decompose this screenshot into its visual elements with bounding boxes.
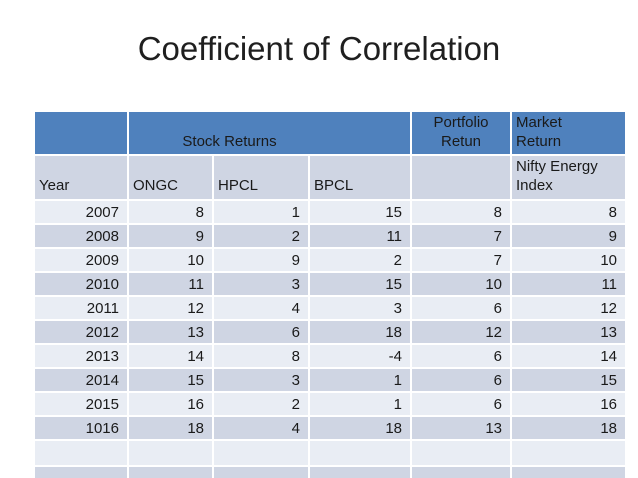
cell-ongc: 18 xyxy=(127,415,214,441)
slide-title: Coefficient of Correlation xyxy=(137,30,501,67)
table-group-header-row: Stock Returns Portfolio Retun Market Ret… xyxy=(33,110,628,156)
cell-ongc: 12 xyxy=(127,295,214,321)
cell-bpcl: 18 xyxy=(307,415,413,441)
header-portfolio-blank xyxy=(410,154,513,201)
cell-market: 12 xyxy=(510,295,628,321)
cell-portfolio: 6 xyxy=(410,391,513,417)
cell-portfolio: 8 xyxy=(410,199,513,225)
cell-market: 15 xyxy=(510,367,628,393)
table-row: 2011 12 4 3 6 12 xyxy=(33,295,628,321)
cell-ongc: 16 xyxy=(127,391,214,417)
cell-hpcl: 1 xyxy=(212,199,310,225)
cell-year: 2008 xyxy=(33,223,129,249)
cell-portfolio: 12 xyxy=(410,319,513,345)
header-hpcl: HPCL xyxy=(212,154,310,201)
cell-bpcl: 1 xyxy=(307,367,413,393)
cell-portfolio: 13 xyxy=(410,415,513,441)
cell-hpcl: 6 xyxy=(212,319,310,345)
cell-year: 1016 xyxy=(33,415,129,441)
table-row: 2012 13 6 18 12 13 xyxy=(33,319,628,345)
cell-hpcl: 2 xyxy=(212,391,310,417)
cell-portfolio: 6 xyxy=(410,367,513,393)
header-year: Year xyxy=(33,154,129,201)
cell-year: 2009 xyxy=(33,247,129,273)
header-market-return: Market Return xyxy=(510,110,628,156)
cell-ongc: 13 xyxy=(127,319,214,345)
cell-bpcl: 18 xyxy=(307,319,413,345)
cell-portfolio: 10 xyxy=(410,271,513,297)
header-stock-returns: Stock Returns xyxy=(126,110,413,156)
cell-bpcl: 11 xyxy=(307,223,413,249)
cell-market: 16 xyxy=(510,391,628,417)
cell-year: 2007 xyxy=(33,199,129,225)
cell-portfolio: 7 xyxy=(410,223,513,249)
cell-hpcl: 9 xyxy=(212,247,310,273)
table-column-header-row: Year ONGC HPCL BPCL Nifty Energy Index xyxy=(33,154,628,201)
header-nifty-energy-index: Nifty Energy Index xyxy=(510,154,628,201)
cell-year: 2011 xyxy=(33,295,129,321)
cell-market: 8 xyxy=(510,199,628,225)
cell-hpcl: 4 xyxy=(212,415,310,441)
cell-hpcl: 4 xyxy=(212,295,310,321)
cell-market: 10 xyxy=(510,247,628,273)
correlation-table: Stock Returns Portfolio Retun Market Ret… xyxy=(33,110,628,478)
cell-ongc: 15 xyxy=(127,367,214,393)
cell-bpcl: 15 xyxy=(307,271,413,297)
cell-hpcl: 3 xyxy=(212,367,310,393)
cell-portfolio: 7 xyxy=(410,247,513,273)
table-row: 2008 9 2 11 7 9 xyxy=(33,223,628,249)
table-row: 2014 15 3 1 6 15 xyxy=(33,367,628,393)
header-bpcl: BPCL xyxy=(307,154,413,201)
table-row: 2013 14 8 -4 6 14 xyxy=(33,343,628,369)
cell-bpcl: 1 xyxy=(307,391,413,417)
cell-market: 13 xyxy=(510,319,628,345)
cell-portfolio: 6 xyxy=(410,343,513,369)
cell-hpcl: 3 xyxy=(212,271,310,297)
cell-market: 18 xyxy=(510,415,628,441)
cell-year: 2013 xyxy=(33,343,129,369)
cell-bpcl: 2 xyxy=(307,247,413,273)
cell-year: 2012 xyxy=(33,319,129,345)
cell-hpcl: 8 xyxy=(212,343,310,369)
table-row: 1016 18 4 18 13 18 xyxy=(33,415,628,441)
cell-hpcl: 2 xyxy=(212,223,310,249)
cell-bpcl: -4 xyxy=(307,343,413,369)
table-row: 2010 11 3 15 10 11 xyxy=(33,271,628,297)
cell-ongc: 9 xyxy=(127,223,214,249)
header-portfolio-return: Portfolio Retun xyxy=(410,110,513,156)
table-row: 2007 8 1 15 8 8 xyxy=(33,199,628,225)
empty-row xyxy=(33,439,628,467)
cell-bpcl: 3 xyxy=(307,295,413,321)
cell-ongc: 10 xyxy=(127,247,214,273)
cell-market: 11 xyxy=(510,271,628,297)
cell-year: 2015 xyxy=(33,391,129,417)
cell-portfolio: 6 xyxy=(410,295,513,321)
table-row: 2015 16 2 1 6 16 xyxy=(33,391,628,417)
cell-market: 14 xyxy=(510,343,628,369)
cell-ongc: 11 xyxy=(127,271,214,297)
table-row: 2009 10 9 2 7 10 xyxy=(33,247,628,273)
cell-year: 2010 xyxy=(33,271,129,297)
empty-row xyxy=(33,465,628,478)
cell-ongc: 14 xyxy=(127,343,214,369)
cell-market: 9 xyxy=(510,223,628,249)
cell-bpcl: 15 xyxy=(307,199,413,225)
header-ongc: ONGC xyxy=(127,154,214,201)
header-spacer-cell xyxy=(33,110,129,156)
cell-year: 2014 xyxy=(33,367,129,393)
cell-ongc: 8 xyxy=(127,199,214,225)
